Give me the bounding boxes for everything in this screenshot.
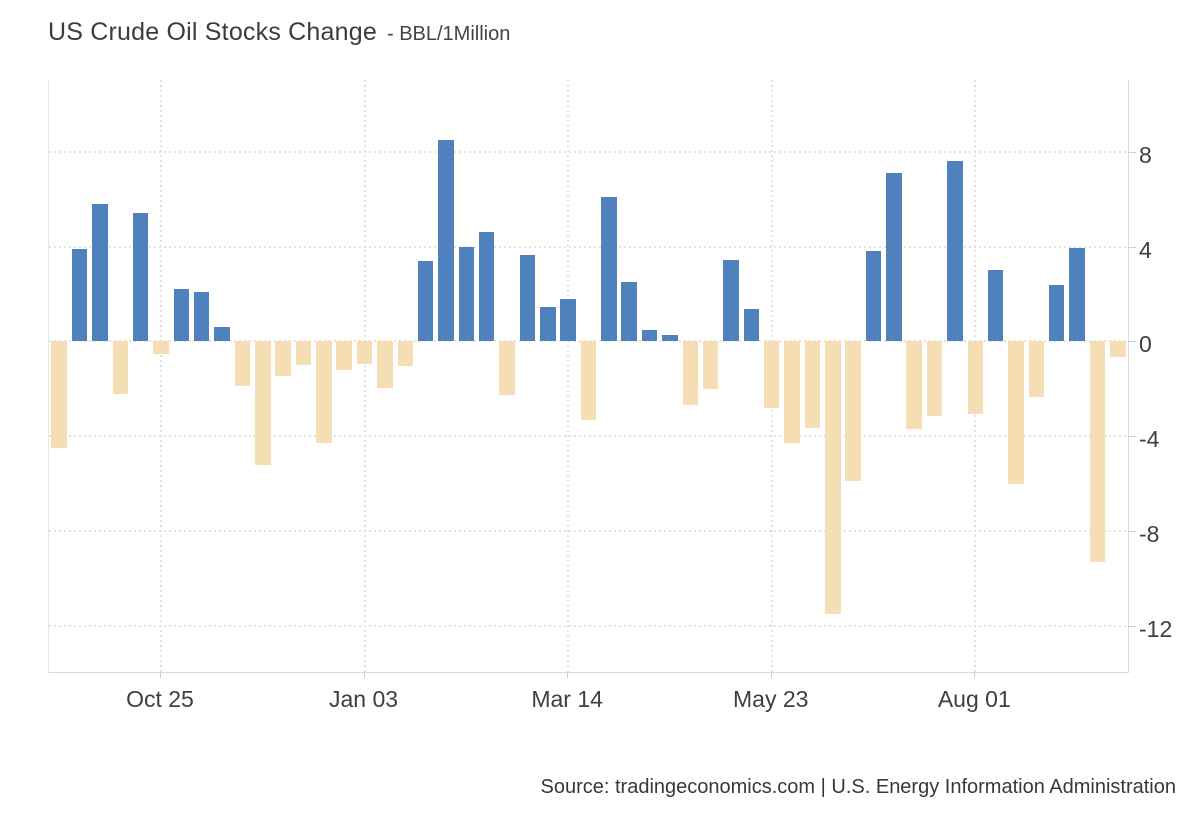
bar-week-46-negative[interactable] — [967, 341, 984, 414]
bar-week-53-negative[interactable] — [1110, 341, 1126, 357]
bar-week-13-negative[interactable] — [295, 341, 312, 366]
bar-week-27-negative[interactable] — [580, 341, 597, 420]
bar-week-52-negative[interactable] — [1089, 341, 1106, 562]
bar-week-2-positive[interactable] — [71, 248, 88, 342]
y-axis-tick — [1128, 436, 1136, 438]
bar-week-18-negative[interactable] — [397, 341, 414, 367]
y-axis-label: -4 — [1139, 426, 1160, 453]
x-axis-label: Jan 03 — [329, 686, 399, 712]
y-axis-tick — [1128, 151, 1136, 153]
bar-week-6-negative[interactable] — [153, 341, 169, 355]
bar-week-9-positive[interactable] — [214, 327, 230, 342]
bar-week-29-positive[interactable] — [621, 282, 637, 342]
bar-week-45-positive[interactable] — [947, 161, 963, 342]
x-axis-label: Aug 01 — [937, 686, 1011, 712]
bar-week-22-positive[interactable] — [478, 232, 495, 342]
chart-title: US Crude Oil Stocks Change - BBL/1Millio… — [48, 18, 510, 47]
bar-week-14-negative[interactable] — [316, 341, 332, 444]
gridline-y--8 — [49, 529, 1128, 532]
x-axis-label: May 23 — [733, 686, 809, 712]
gridline-x-oct-25 — [159, 80, 162, 672]
chart-title-text: US Crude Oil Stocks Change — [48, 18, 377, 46]
bar-week-11-negative[interactable] — [255, 341, 271, 465]
bar-week-49-negative[interactable] — [1028, 341, 1045, 398]
bar-week-12-negative[interactable] — [275, 341, 291, 376]
chart-subtitle-unit: - BBL/1Million — [386, 23, 511, 45]
bar-week-30-positive[interactable] — [641, 329, 658, 342]
bar-week-21-positive[interactable] — [458, 246, 475, 342]
bar-week-5-positive[interactable] — [132, 213, 149, 342]
gridline-y-8 — [49, 150, 1128, 153]
x-axis-tick — [567, 673, 569, 678]
gridline-y-4 — [49, 245, 1128, 248]
bar-chart-plot-area — [48, 80, 1129, 673]
bar-week-40-negative[interactable] — [845, 341, 861, 482]
x-axis-tick — [770, 673, 772, 678]
bar-week-50-positive[interactable] — [1048, 284, 1065, 342]
bar-week-43-negative[interactable] — [906, 341, 922, 430]
y-axis-label: 4 — [1139, 236, 1152, 263]
y-axis-label: -12 — [1139, 615, 1173, 642]
gridline-y--12 — [49, 624, 1128, 627]
y-axis-label: 8 — [1139, 141, 1152, 168]
x-axis-label: Mar 14 — [531, 686, 603, 712]
x-axis-tick — [159, 673, 161, 678]
y-axis-label: 0 — [1139, 331, 1152, 358]
gridline-x-mar-14 — [567, 80, 570, 672]
bar-week-26-positive[interactable] — [560, 298, 576, 342]
bar-week-51-positive[interactable] — [1069, 247, 1085, 342]
bar-week-36-negative[interactable] — [763, 341, 780, 408]
bar-week-35-positive[interactable] — [743, 309, 760, 342]
bar-week-48-negative[interactable] — [1008, 341, 1024, 484]
bar-week-20-positive[interactable] — [438, 139, 454, 342]
y-axis-label: -8 — [1139, 520, 1160, 547]
bar-week-17-negative[interactable] — [377, 341, 393, 388]
bar-week-33-negative[interactable] — [702, 341, 719, 389]
bar-week-15-negative[interactable] — [336, 341, 352, 370]
bar-week-47-positive[interactable] — [987, 270, 1004, 342]
bar-week-19-positive[interactable] — [417, 260, 434, 342]
bar-week-37-negative[interactable] — [784, 341, 800, 444]
bar-week-1-negative[interactable] — [51, 341, 67, 449]
bar-week-24-positive[interactable] — [519, 254, 536, 342]
y-axis-tick — [1128, 530, 1136, 532]
bar-week-28-positive[interactable] — [601, 196, 617, 342]
source-attribution: Source: tradingeconomics.com | U.S. Ener… — [540, 776, 1176, 798]
bar-week-4-negative[interactable] — [112, 341, 128, 394]
bar-week-3-positive[interactable] — [92, 203, 108, 342]
bar-week-10-negative[interactable] — [234, 341, 251, 387]
gridline-y--4 — [49, 435, 1128, 438]
gridline-x-jan-03 — [363, 80, 366, 672]
bar-week-7-positive[interactable] — [173, 289, 190, 342]
bar-week-38-negative[interactable] — [804, 341, 821, 428]
bar-week-42-positive[interactable] — [886, 173, 902, 342]
bar-week-41-positive[interactable] — [865, 251, 882, 342]
bar-week-34-positive[interactable] — [723, 259, 739, 342]
x-axis-tick — [974, 673, 976, 678]
x-axis-label: Oct 25 — [126, 686, 194, 712]
y-axis-tick — [1128, 341, 1136, 343]
bar-week-25-positive[interactable] — [540, 307, 556, 342]
bar-week-8-positive[interactable] — [193, 291, 210, 342]
y-axis-tick — [1128, 625, 1136, 627]
bar-week-31-positive[interactable] — [662, 335, 678, 342]
x-axis-tick — [363, 673, 365, 678]
bar-week-39-negative[interactable] — [825, 341, 841, 614]
bar-week-16-negative[interactable] — [356, 341, 373, 364]
y-axis-tick — [1128, 246, 1136, 248]
bar-week-44-negative[interactable] — [926, 341, 943, 417]
bar-week-23-negative[interactable] — [499, 341, 515, 395]
bar-week-32-negative[interactable] — [682, 341, 699, 406]
